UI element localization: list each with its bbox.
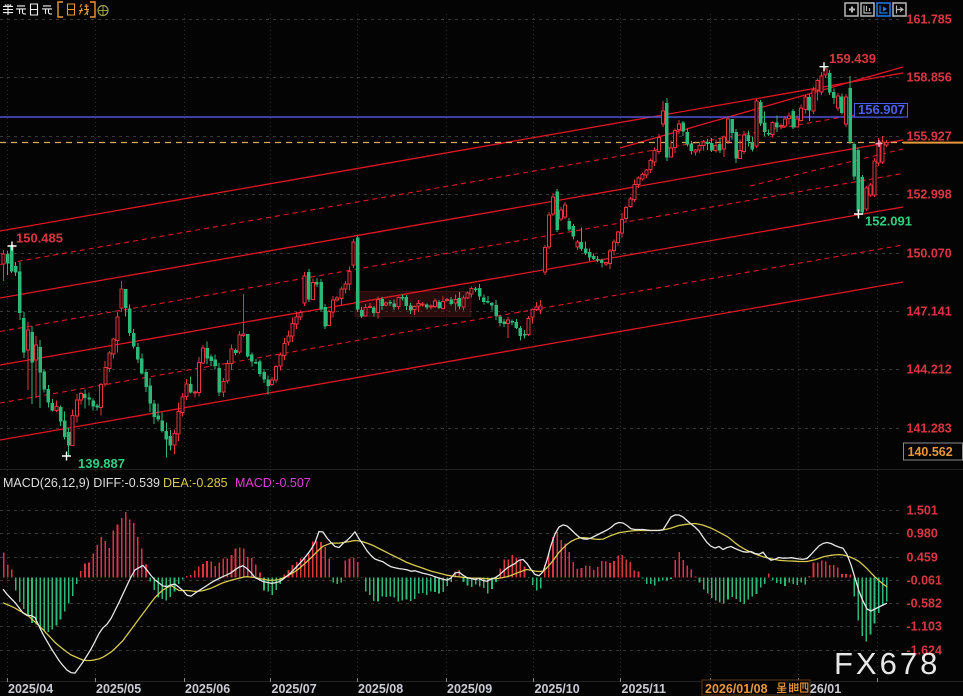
svg-text:2025/05: 2025/05	[96, 682, 141, 696]
svg-text:147.141: 147.141	[907, 305, 952, 319]
svg-text:140.562: 140.562	[908, 445, 953, 459]
svg-text:2025/11: 2025/11	[622, 682, 667, 696]
svg-text:-1.624: -1.624	[907, 644, 942, 658]
svg-text:139.887: 139.887	[78, 456, 125, 471]
svg-text:158.856: 158.856	[907, 71, 952, 85]
svg-text:2025/04: 2025/04	[8, 682, 53, 696]
svg-text:2025/06: 2025/06	[185, 682, 230, 696]
svg-text:152.091: 152.091	[865, 214, 912, 229]
svg-text:156.907: 156.907	[858, 102, 905, 117]
svg-text:159.439: 159.439	[829, 51, 876, 66]
svg-text:-1.103: -1.103	[907, 620, 942, 634]
svg-text:MACD:-0.507: MACD:-0.507	[235, 476, 311, 490]
svg-text:150.070: 150.070	[907, 247, 952, 261]
svg-text:141.283: 141.283	[907, 422, 952, 436]
svg-text:152.998: 152.998	[907, 188, 952, 202]
svg-text:-0.061: -0.061	[907, 574, 942, 588]
svg-text:0.459: 0.459	[907, 551, 938, 565]
svg-text:144.212: 144.212	[907, 363, 952, 377]
svg-text:0.980: 0.980	[907, 527, 938, 541]
svg-text:DEA:-0.285: DEA:-0.285	[163, 476, 228, 490]
svg-text:2025/07: 2025/07	[272, 682, 317, 696]
svg-text:1.501: 1.501	[907, 504, 938, 518]
svg-text:2025/09: 2025/09	[447, 682, 492, 696]
svg-text:155.927: 155.927	[907, 130, 952, 144]
svg-text:MACD(26,12,9) DIFF:-0.539: MACD(26,12,9) DIFF:-0.539	[3, 476, 160, 490]
svg-text:2026/01/08: 2026/01/08	[705, 682, 768, 696]
svg-text:161.785: 161.785	[907, 13, 952, 27]
svg-text:2025/08: 2025/08	[358, 682, 403, 696]
svg-text:150.485: 150.485	[16, 231, 63, 246]
svg-text:2025/10: 2025/10	[535, 682, 580, 696]
svg-text:-0.582: -0.582	[907, 597, 942, 611]
svg-text:FX678: FX678	[834, 646, 940, 681]
